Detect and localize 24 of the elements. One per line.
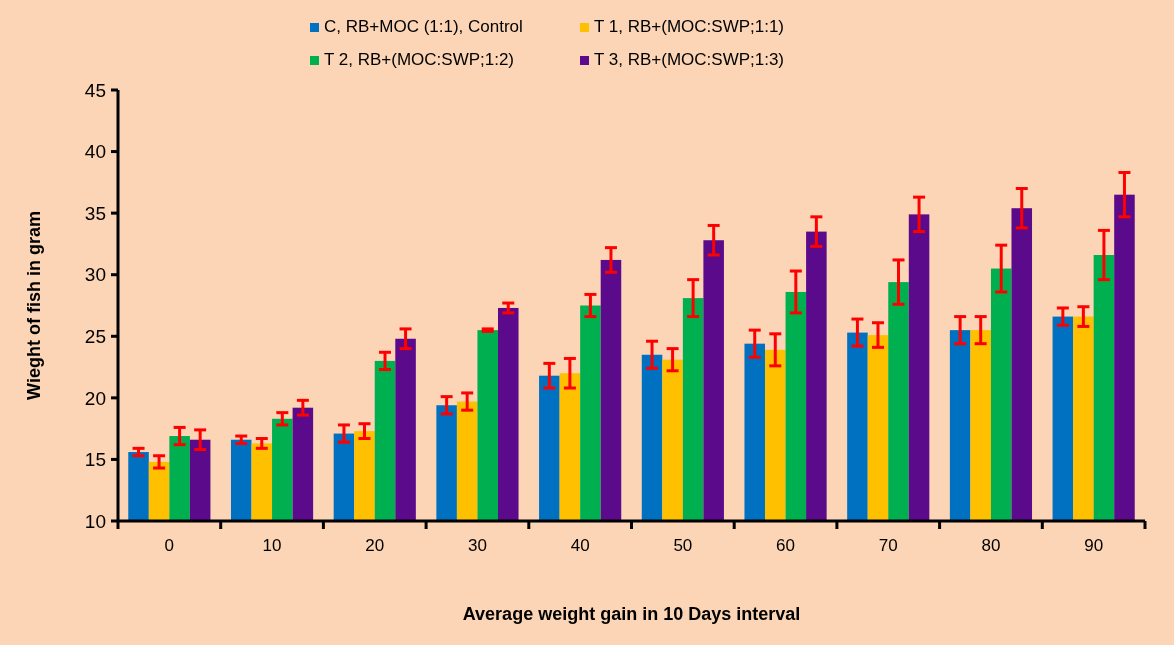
x-tick-label: 20 [365, 536, 385, 555]
x-axis-title: Average weight gain in 10 Days interval [462, 604, 801, 624]
legend-label: T 3, RB+(MOC:SWP;1:3) [594, 50, 785, 69]
y-tick-label: 30 [84, 264, 106, 286]
y-tick-label: 10 [84, 510, 106, 532]
x-tick-label: 40 [570, 536, 590, 555]
x-tick-label: 70 [878, 536, 898, 555]
x-tick-label: 0 [164, 536, 175, 555]
y-tick-label: 35 [84, 202, 106, 224]
y-tick-label: 15 [84, 449, 106, 471]
x-tick-label: 30 [467, 536, 487, 555]
y-tick-label: 20 [84, 387, 106, 409]
x-tick-label: 50 [673, 536, 693, 555]
y-axis-title: Wieght of fish in gram [24, 211, 44, 400]
x-tick-label: 80 [981, 536, 1001, 555]
y-tick-label: 25 [84, 325, 106, 347]
legend-label: C, RB+MOC (1:1), Control [324, 17, 523, 36]
y-tick-label: 40 [84, 141, 106, 163]
x-tick-label: 10 [262, 536, 282, 555]
legend-label: T 2, RB+(MOC:SWP;1:2) [324, 50, 515, 69]
x-tick-label: 60 [776, 536, 796, 555]
legend-label: T 1, RB+(MOC:SWP;1:1) [594, 17, 785, 36]
y-tick-label: 45 [84, 79, 106, 101]
x-tick-label: 90 [1084, 536, 1104, 555]
